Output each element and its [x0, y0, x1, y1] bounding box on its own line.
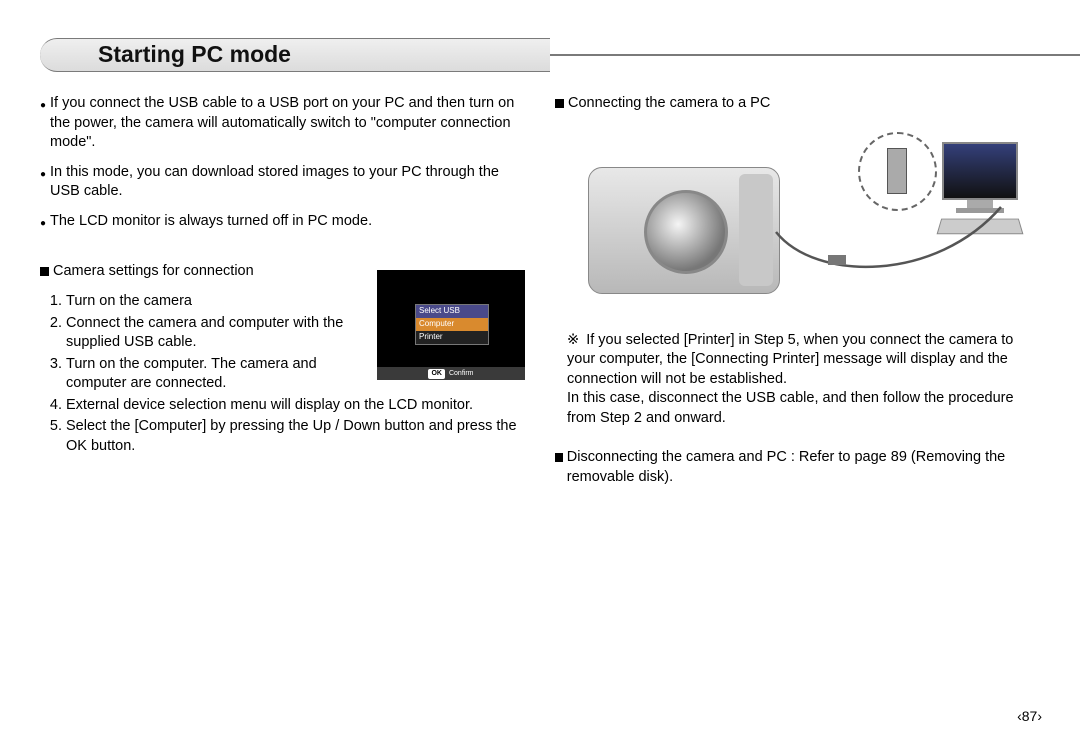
computer-icon — [933, 142, 1028, 235]
settings-header-row: Camera settings for connection — [40, 262, 367, 282]
page-number: 87 — [1017, 707, 1042, 726]
intro-bullet: ● If you connect the USB cable to a USB … — [40, 94, 525, 153]
intro-text: The LCD monitor is always turned off in … — [50, 212, 372, 233]
lcd-footer: OK Confirm — [377, 367, 525, 380]
right-column: Connecting the camera to a PC — [555, 94, 1040, 498]
lcd-ok-badge: OK — [428, 369, 445, 378]
page-title-band: Starting PC mode — [40, 38, 1040, 76]
settings-step: External device selection menu will disp… — [66, 396, 525, 416]
square-bullet-icon — [555, 99, 564, 108]
usb-plug-zoom-icon — [858, 132, 937, 211]
intro-bullet: ● The LCD monitor is always turned off i… — [40, 212, 525, 233]
connecting-header: Connecting the camera to a PC — [568, 94, 770, 114]
lcd-menu: Select USB Computer Printer — [415, 304, 489, 344]
disconnect-text: Disconnecting the camera and PC : Refer … — [567, 448, 1040, 487]
intro-text: If you connect the USB cable to a USB po… — [50, 94, 525, 153]
lcd-screen-illustration: Select USB Computer Printer OK Confirm — [377, 270, 525, 380]
lcd-confirm-label: Confirm — [449, 369, 474, 378]
usb-cable-icon — [776, 227, 1006, 287]
note-text-1: If you selected [Printer] in Step 5, whe… — [567, 332, 1013, 387]
intro-bullet: ● In this mode, you can download stored … — [40, 163, 525, 202]
lcd-menu-title: Select USB — [416, 305, 488, 318]
note-symbol: ※ — [567, 331, 579, 351]
left-column: ● If you connect the USB cable to a USB … — [40, 94, 525, 498]
settings-step: Select the [Computer] by pressing the Up… — [66, 417, 525, 456]
page-title: Starting PC mode — [40, 38, 550, 72]
settings-header: Camera settings for connection — [53, 262, 254, 282]
camera-icon — [588, 167, 780, 294]
connection-illustration — [568, 132, 1028, 307]
title-rule-line — [550, 54, 1080, 56]
lcd-menu-option-selected: Computer — [416, 318, 488, 331]
note-text-2: In this case, disconnect the USB cable, … — [567, 390, 1014, 426]
square-bullet-icon — [40, 267, 49, 276]
lcd-menu-option: Printer — [416, 331, 488, 344]
disconnect-row: Disconnecting the camera and PC : Refer … — [555, 448, 1040, 487]
square-bullet-icon — [555, 453, 563, 462]
intro-text: In this mode, you can download stored im… — [50, 163, 525, 202]
printer-note: ※ If you selected [Printer] in Step 5, w… — [567, 331, 1040, 429]
connecting-header-row: Connecting the camera to a PC — [555, 94, 1040, 114]
